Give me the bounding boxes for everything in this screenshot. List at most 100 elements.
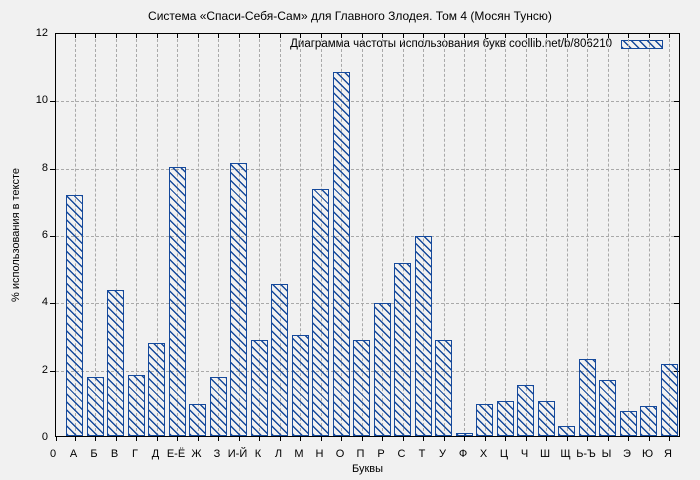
- x-tick: [607, 437, 609, 441]
- x-tick-label: Д: [151, 448, 160, 460]
- bar-Ш: [537, 401, 555, 436]
- y-tick-label: 2: [41, 363, 48, 376]
- x-tick-label: Ы: [601, 448, 612, 460]
- y-tick: [50, 370, 55, 372]
- x-tick: [279, 437, 281, 441]
- bar-С: [394, 263, 411, 436]
- bar-А: [66, 195, 83, 436]
- v-gridline: [402, 34, 404, 436]
- x-tick-label: Ж: [191, 448, 202, 460]
- x-tick-label: 0: [49, 448, 57, 460]
- bar-К: [250, 340, 268, 436]
- x-tick: [566, 437, 568, 441]
- x-tick: [484, 437, 486, 441]
- x-tick-label: У: [439, 448, 446, 460]
- y-tick-mirror: [674, 101, 679, 103]
- x-tick: [259, 437, 260, 441]
- x-tick-label: Б: [90, 448, 98, 460]
- x-tick-label: С: [397, 448, 406, 460]
- bar-Ы: [599, 380, 616, 436]
- x-tick-mirror: [505, 34, 506, 38]
- x-tick-label: Ю: [641, 448, 654, 460]
- bar-М: [291, 335, 309, 436]
- v-gridline: [443, 34, 445, 436]
- x-tick-mirror: [423, 34, 424, 38]
- bar-Е-Ё: [168, 167, 186, 436]
- x-tick-label: И-Й: [227, 448, 248, 460]
- bar-Ф: [455, 433, 473, 436]
- x-tick-label: Т: [418, 448, 426, 460]
- x-tick-mirror: [525, 34, 527, 38]
- bar-Ц: [496, 401, 514, 436]
- v-gridline: [136, 34, 137, 436]
- x-tick-label: Ь-Ъ: [576, 448, 596, 460]
- x-tick: [300, 437, 301, 441]
- h-gridline: [56, 168, 679, 170]
- y-tick-label: 0: [41, 431, 48, 443]
- v-gridline: [587, 34, 588, 436]
- x-tick: [156, 437, 158, 441]
- x-tick: [320, 437, 322, 441]
- v-gridline: [525, 34, 527, 436]
- v-gridline: [648, 34, 650, 436]
- x-tick: [218, 437, 219, 441]
- bar-Б: [86, 377, 104, 436]
- v-gridline: [628, 34, 629, 436]
- x-tick-label: Р: [377, 448, 385, 460]
- x-tick-mirror: [136, 34, 137, 38]
- v-gridline: [197, 34, 199, 436]
- y-tick-label: 10: [35, 94, 48, 107]
- v-gridline: [566, 34, 568, 436]
- x-tick: [197, 437, 199, 441]
- x-tick-label: Ч: [520, 448, 529, 460]
- y-tick-mirror: [674, 303, 679, 305]
- v-gridline: [484, 34, 486, 436]
- x-tick-mirror: [566, 34, 568, 38]
- y-tick-label: 6: [41, 229, 48, 241]
- x-tick: [177, 437, 178, 441]
- bar-Ч: [517, 385, 534, 436]
- y-tick: [50, 168, 55, 170]
- plot-area: Диаграмма частоты использования букв coo…: [50, 33, 680, 441]
- x-tick-label: Ф: [458, 448, 468, 460]
- x-tick: [648, 437, 650, 441]
- x-tick: [669, 437, 670, 441]
- v-gridline: [464, 34, 465, 436]
- x-tick-mirror: [464, 34, 465, 38]
- x-tick-label: П: [356, 448, 365, 460]
- x-tick-label: Ц: [499, 448, 509, 460]
- x-tick-label: В: [110, 448, 119, 460]
- bar-П: [353, 340, 370, 436]
- x-tick: [587, 437, 588, 441]
- bar-Щ: [558, 426, 575, 436]
- legend: Диаграмма частоты использования букв coo…: [290, 38, 663, 50]
- v-gridline: [259, 34, 260, 436]
- y-tick-label: 4: [41, 296, 48, 309]
- v-gridline: [546, 34, 547, 436]
- x-tick: [136, 437, 137, 441]
- y-tick: [50, 303, 55, 305]
- bar-Д: [148, 343, 165, 436]
- v-gridline: [95, 34, 96, 436]
- y-tick-mirror: [674, 168, 679, 170]
- v-gridline: [361, 34, 363, 436]
- x-tick-mirror: [177, 34, 178, 38]
- x-tick: [423, 437, 424, 441]
- x-tick-label: Х: [479, 448, 488, 460]
- x-tick-mirror: [320, 34, 322, 38]
- bar-Т: [414, 236, 432, 436]
- x-tick-mirror: [238, 34, 240, 38]
- v-gridline: [669, 34, 670, 436]
- y-tick-label: 12: [35, 27, 48, 39]
- x-tick-mirror: [218, 34, 219, 38]
- x-tick-label: Э: [623, 448, 631, 460]
- x-tick: [402, 437, 404, 441]
- legend-label: Диаграмма частоты использования букв coo…: [290, 38, 612, 50]
- x-tick-label: Я: [664, 448, 672, 460]
- x-tick: [382, 437, 383, 441]
- x-tick-label: Щ: [560, 448, 571, 460]
- x-tick: [115, 437, 117, 441]
- x-tick-mirror: [156, 34, 158, 38]
- x-tick-mirror: [382, 34, 383, 38]
- x-tick-label: З: [213, 448, 221, 460]
